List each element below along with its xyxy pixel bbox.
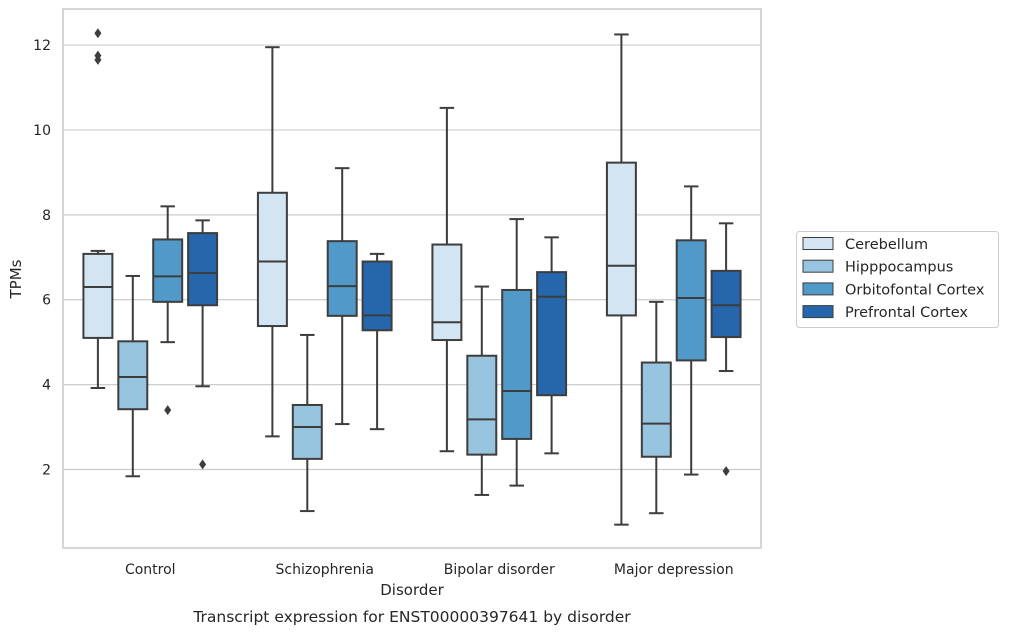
iqr-box xyxy=(291,403,323,460)
box-1-2 xyxy=(466,285,498,496)
legend-swatch xyxy=(802,305,834,319)
y-tick-label: 6 xyxy=(42,293,51,309)
y-axis-label: TPMs xyxy=(7,259,25,299)
x-axis-label: Disorder xyxy=(380,581,444,599)
iqr-box xyxy=(501,288,533,440)
y-tick-label: 10 xyxy=(33,123,51,139)
legend-swatch xyxy=(802,282,834,296)
legend: Cerebellum Hipppocampus Orbitofontal Corte… xyxy=(796,231,999,328)
legend-label: Prefrontal Cortex xyxy=(845,305,968,321)
outlier-point xyxy=(164,405,172,416)
box-2-2 xyxy=(501,218,533,487)
legend-swatch xyxy=(802,259,834,273)
box-2-0 xyxy=(152,205,184,416)
iqr-box xyxy=(117,340,149,411)
box-3-2 xyxy=(536,236,568,455)
plot-frame xyxy=(62,8,762,549)
outlier-point xyxy=(94,54,102,65)
y-tick-labels: 2 4 6 8 10 12 xyxy=(33,38,51,478)
y-tick-label: 8 xyxy=(42,208,51,224)
box-1-1 xyxy=(291,333,323,513)
box-series-layer xyxy=(82,28,742,526)
legend-label: Orbitofontal Cortex xyxy=(845,282,985,298)
iqr-box xyxy=(431,243,463,342)
iqr-box xyxy=(256,191,288,328)
x-tick-label: Control xyxy=(125,562,176,578)
figure-caption: Transcript expression for ENST0000039764… xyxy=(192,608,631,626)
iqr-box xyxy=(605,161,637,317)
iqr-box xyxy=(82,252,114,339)
x-tick-label: Bipolar disorder xyxy=(444,562,555,578)
outlier-point xyxy=(722,466,730,477)
x-tick-label: Major depression xyxy=(614,562,734,578)
legend-label: Cerebellum xyxy=(845,237,928,253)
box-1-3 xyxy=(640,300,672,515)
iqr-box xyxy=(640,361,672,458)
box-3-0 xyxy=(187,219,219,470)
outlier-point xyxy=(94,28,102,39)
x-tick-labels: Control Schizophrenia Bipolar disorder Majo… xyxy=(125,562,734,578)
x-tick-label: Schizophrenia xyxy=(276,562,374,578)
box-2-3 xyxy=(675,185,707,476)
iqr-box xyxy=(326,240,358,317)
iqr-box xyxy=(675,239,707,362)
box-1-0 xyxy=(117,274,149,478)
iqr-box xyxy=(536,271,568,397)
iqr-box xyxy=(361,260,393,332)
box-0-3 xyxy=(605,33,637,526)
outlier-point xyxy=(199,459,207,470)
iqr-box xyxy=(152,238,184,303)
y-tick-label: 12 xyxy=(33,38,51,54)
iqr-box xyxy=(466,354,498,456)
box-0-0 xyxy=(82,28,114,389)
iqr-box xyxy=(710,269,742,339)
box-3-3 xyxy=(710,222,742,477)
box-3-1 xyxy=(361,252,393,431)
box-0-2 xyxy=(431,106,463,453)
legend-label: Hipppocampus xyxy=(845,260,953,276)
iqr-box xyxy=(187,232,219,307)
legend-frame xyxy=(796,231,999,328)
box-0-1 xyxy=(256,46,288,438)
legend-swatch xyxy=(802,237,834,250)
y-tick-label: 4 xyxy=(42,378,51,394)
box-2-1 xyxy=(326,167,358,426)
y-tick-label: 2 xyxy=(42,462,51,478)
